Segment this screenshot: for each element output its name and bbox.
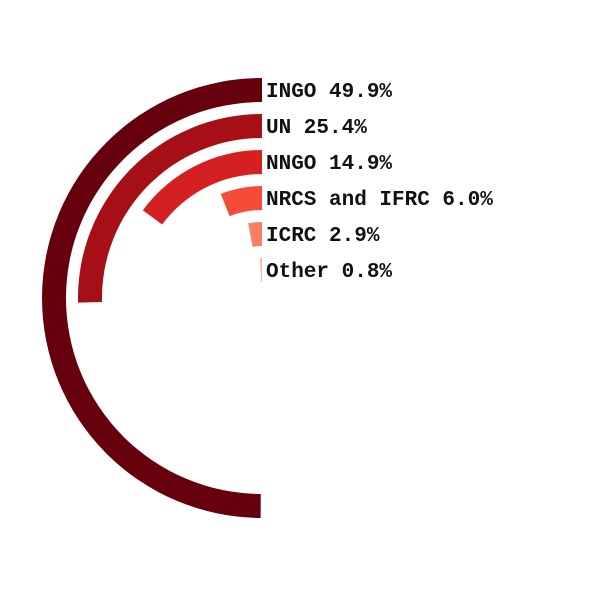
arc-nrcs-and-ifrc: [220, 186, 262, 217]
arc-icrc: [248, 222, 262, 247]
arc-ingo: [42, 78, 263, 518]
label-nngo: NNGO 14.9%: [266, 153, 392, 176]
chart-labels: INGO 49.9% UN 25.4% NNGO 14.9% NRCS and IFR…: [266, 81, 493, 284]
label-icrc: ICRC 2.9%: [266, 225, 380, 248]
label-nrcs-and-ifrc: NRCS and IFRC 6.0%: [266, 189, 493, 212]
arc-un: [78, 114, 262, 303]
label-un: UN 25.4%: [266, 117, 367, 140]
chart-arcs: [42, 78, 263, 518]
arc-nngo: [142, 150, 262, 225]
label-other: Other 0.8%: [266, 261, 392, 284]
label-ingo: INGO 49.9%: [266, 81, 392, 104]
arc-other: [259, 258, 262, 283]
